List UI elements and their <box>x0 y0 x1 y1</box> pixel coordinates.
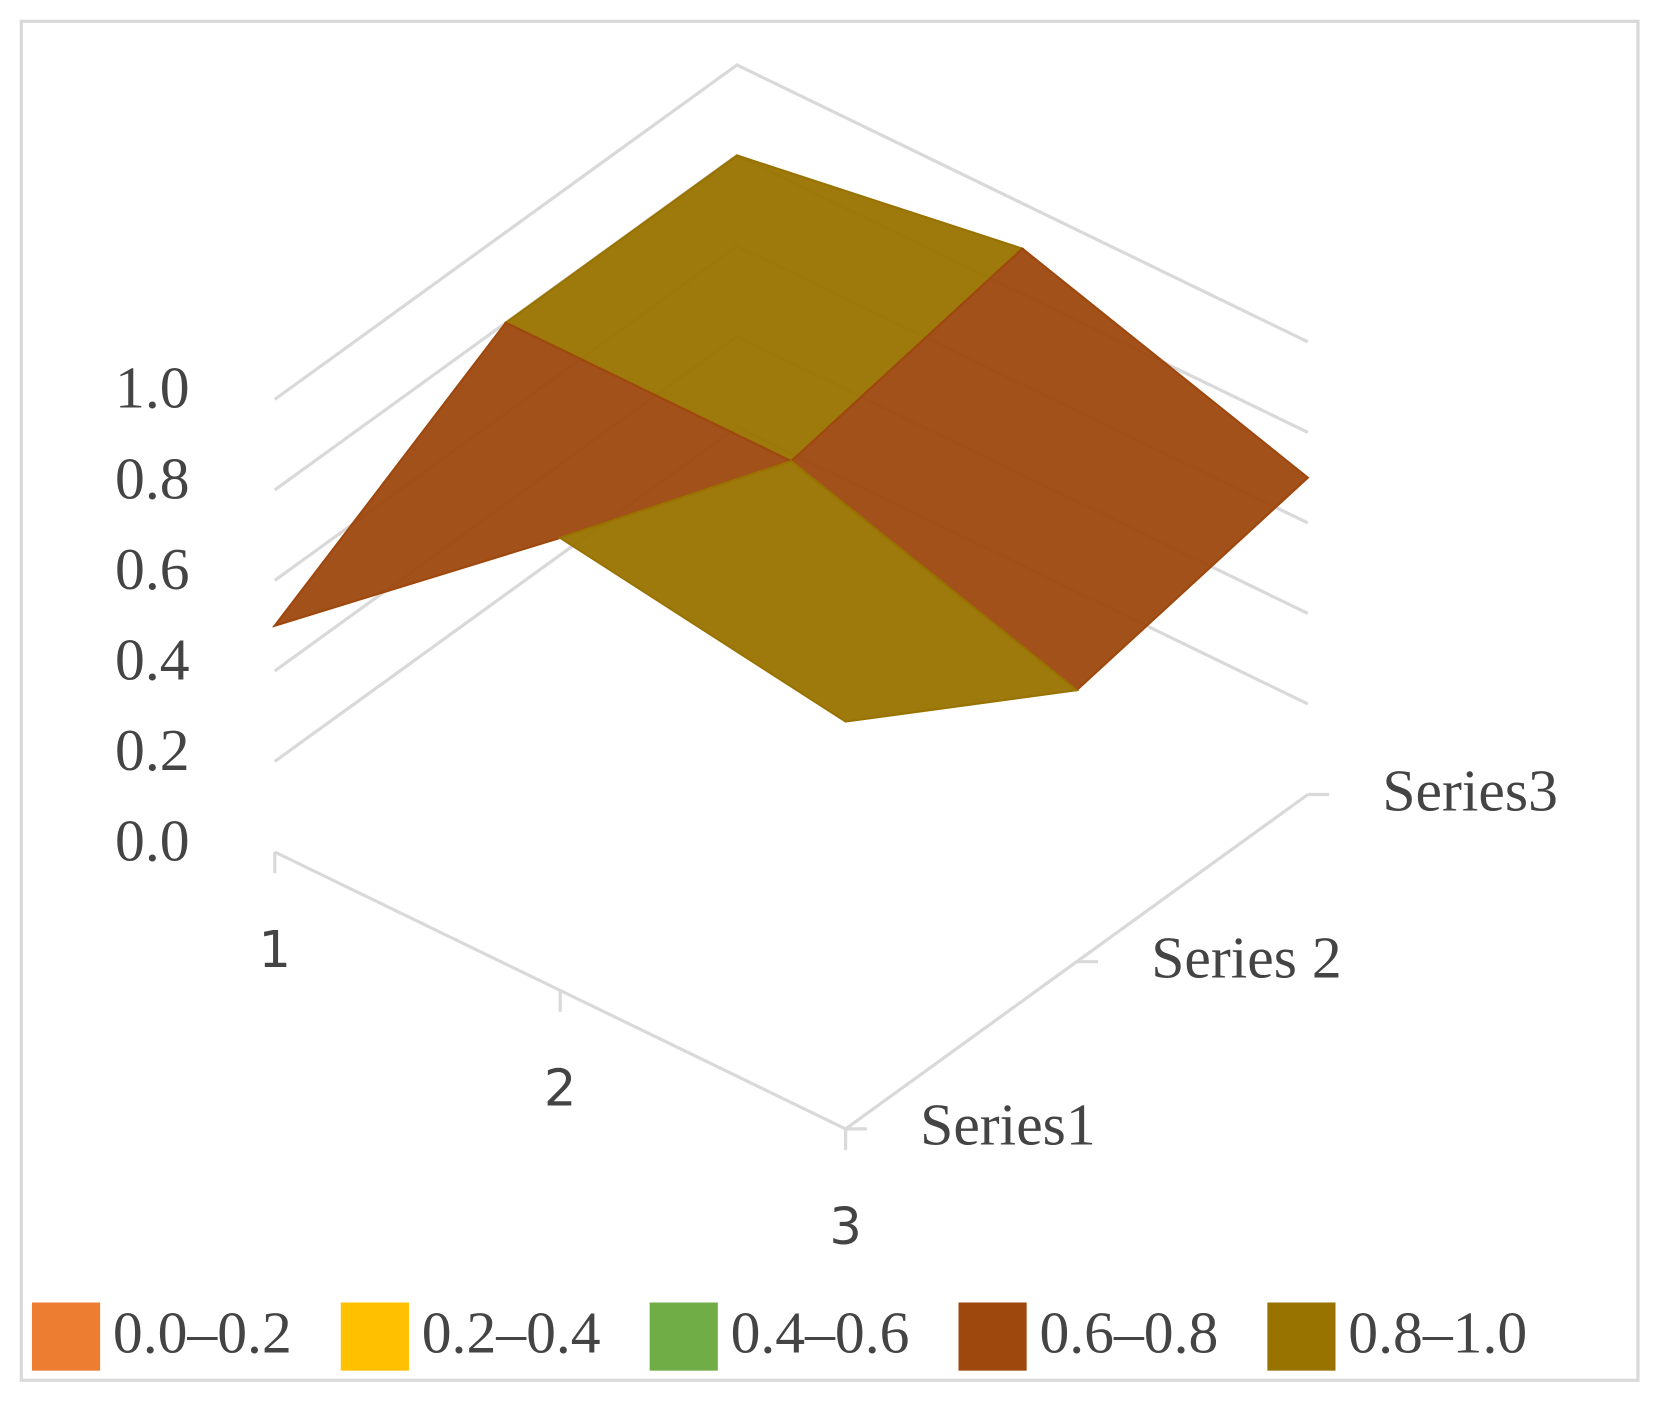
z-tick-label: 0.6 <box>115 536 190 602</box>
z-tick-label: 0.2 <box>115 717 190 783</box>
legend-label: 0.0–0.2 <box>113 1299 292 1365</box>
series-label: Series1 <box>920 1092 1096 1158</box>
x-tick-label: 2 <box>544 1060 577 1119</box>
legend-label: 0.6–0.8 <box>1039 1299 1218 1365</box>
z-tick-label: 0.0 <box>115 807 190 873</box>
z-tick-label: 0.4 <box>115 626 190 692</box>
x-tick-label: 3 <box>829 1198 862 1257</box>
plot: 0.0 0.2 0.4 0.6 0.8 1.0 1 2 3 Series1 Series 2 Seri… <box>19 19 1640 1382</box>
z-tick-label: 1.0 <box>115 355 190 421</box>
legend-label: 0.2–0.4 <box>422 1299 601 1365</box>
grid-line <box>273 63 1309 401</box>
series-label: Series3 <box>1382 757 1558 823</box>
legend-swatch <box>31 1302 101 1371</box>
z-tick-label: 0.8 <box>115 445 190 511</box>
surface-cell <box>557 459 1080 723</box>
legend-label: 0.4–0.6 <box>731 1299 910 1365</box>
series-label: Series 2 <box>1151 925 1341 991</box>
legend-swatch <box>340 1302 409 1371</box>
legend-swatch <box>649 1302 718 1371</box>
legend-swatch <box>958 1302 1027 1371</box>
legend-swatch <box>1267 1302 1336 1371</box>
chart-frame <box>19 19 1640 1382</box>
x-tick-label: 1 <box>259 921 292 980</box>
legend-label: 0.8–1.0 <box>1348 1299 1527 1365</box>
